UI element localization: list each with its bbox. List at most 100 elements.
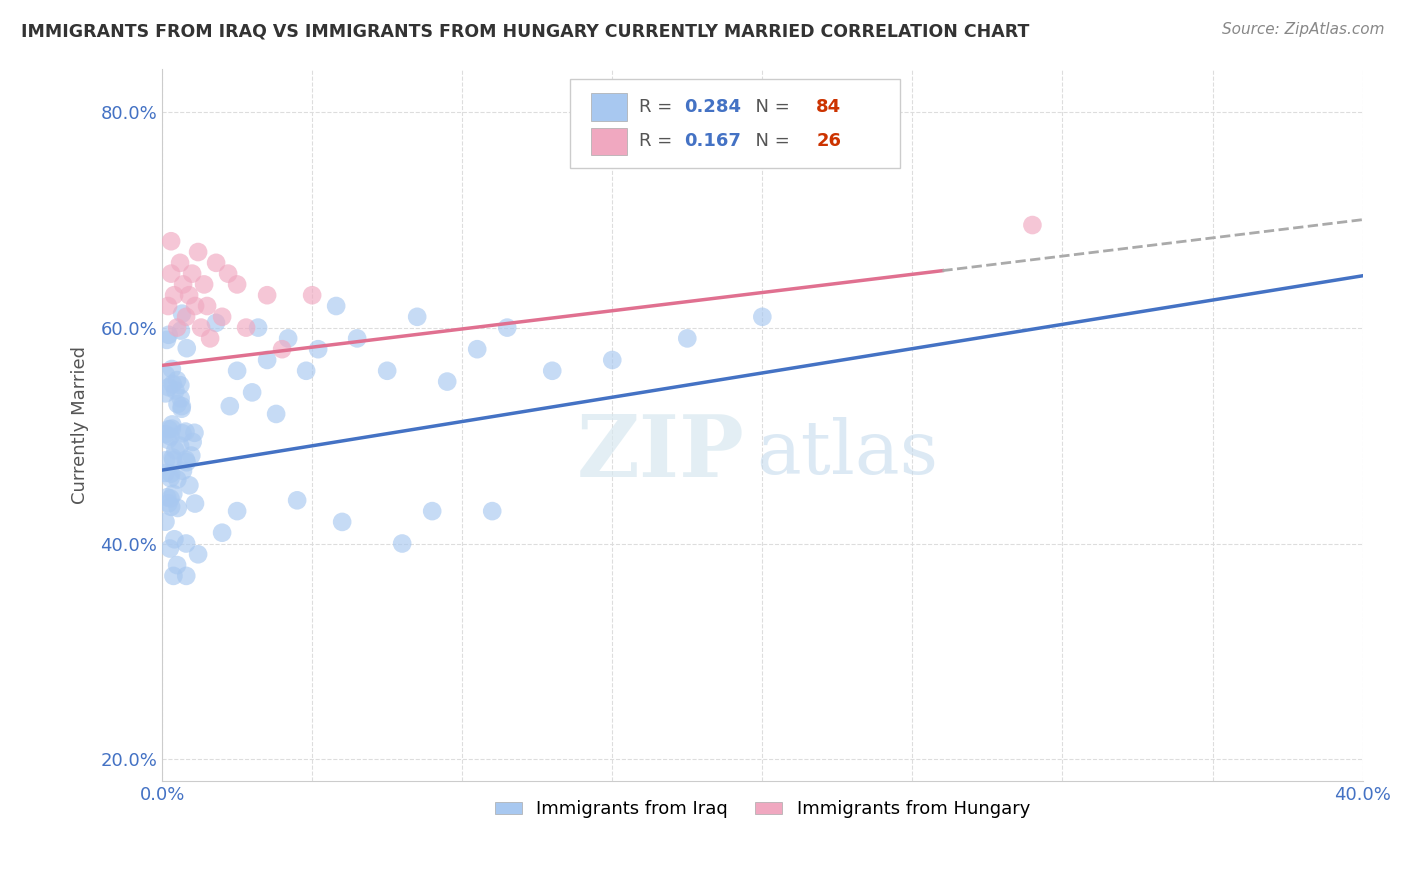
Point (159, 471, 181, 485)
Point (235, 320, 257, 334)
Point (174, 536, 197, 550)
Point (160, 417, 183, 432)
Point (676, 331, 699, 345)
Point (159, 429, 181, 443)
Point (155, 386, 177, 401)
Point (176, 341, 198, 355)
Point (169, 439, 191, 453)
Point (155, 515, 177, 529)
Point (163, 288, 186, 302)
Point (211, 525, 233, 540)
Point (174, 801, 197, 815)
Point (247, 320, 270, 334)
Text: 84: 84 (817, 98, 841, 116)
Point (176, 455, 198, 469)
Text: R =: R = (638, 98, 678, 116)
Point (155, 466, 177, 480)
Point (285, 493, 308, 508)
Point (277, 331, 299, 345)
Point (256, 353, 278, 368)
Text: R =: R = (638, 132, 678, 150)
Point (406, 310, 429, 324)
Point (162, 569, 184, 583)
Point (496, 320, 519, 334)
Point (160, 234, 183, 248)
Point (179, 478, 201, 492)
Point (218, 399, 240, 413)
Point (174, 452, 197, 467)
Point (226, 504, 249, 518)
Point (166, 397, 188, 411)
Point (346, 331, 368, 345)
Point (205, 316, 228, 330)
Point (156, 490, 179, 504)
Point (181, 434, 204, 449)
Point (195, 299, 218, 313)
Point (163, 533, 186, 547)
Point (169, 256, 191, 270)
Point (198, 331, 221, 345)
Point (157, 433, 180, 447)
Point (1021, 218, 1043, 232)
Point (190, 320, 212, 334)
Point (295, 364, 318, 378)
Point (166, 373, 188, 387)
Point (155, 453, 177, 467)
Point (157, 380, 180, 394)
Point (264, 407, 287, 421)
Point (256, 288, 278, 302)
Text: N =: N = (744, 98, 796, 116)
Point (162, 450, 184, 465)
Point (205, 256, 228, 270)
Point (165, 384, 187, 398)
Point (217, 267, 239, 281)
Point (172, 426, 194, 441)
Point (174, 425, 197, 439)
Point (174, 310, 197, 324)
Point (375, 364, 398, 378)
Point (541, 364, 564, 378)
Point (271, 342, 294, 356)
Point (226, 277, 249, 292)
Point (157, 327, 180, 342)
Point (172, 307, 194, 321)
Point (162, 453, 184, 467)
Point (162, 377, 184, 392)
Point (156, 333, 179, 347)
FancyBboxPatch shape (591, 94, 627, 120)
Point (177, 288, 200, 302)
Text: 0.167: 0.167 (685, 132, 741, 150)
Point (391, 536, 413, 550)
Point (160, 500, 183, 514)
Point (166, 500, 188, 515)
Point (183, 425, 205, 440)
Text: N =: N = (744, 132, 796, 150)
Text: Source: ZipAtlas.com: Source: ZipAtlas.com (1222, 22, 1385, 37)
Point (160, 362, 183, 376)
Point (174, 569, 197, 583)
Point (187, 245, 209, 260)
Text: 26: 26 (817, 132, 841, 150)
Point (169, 378, 191, 392)
Point (193, 277, 215, 292)
Point (159, 491, 181, 506)
Point (751, 310, 773, 324)
Point (162, 487, 184, 501)
Point (166, 320, 188, 334)
Point (325, 299, 347, 313)
Point (159, 541, 181, 556)
Point (170, 324, 193, 338)
Point (160, 467, 183, 481)
Point (600, 353, 623, 368)
Point (160, 267, 183, 281)
Point (184, 299, 207, 313)
Text: 0.284: 0.284 (685, 98, 741, 116)
Point (160, 421, 183, 435)
FancyBboxPatch shape (571, 79, 900, 169)
Point (184, 497, 207, 511)
Point (481, 504, 503, 518)
Point (172, 464, 194, 478)
Point (420, 504, 443, 518)
Point (170, 401, 193, 416)
Point (436, 375, 458, 389)
